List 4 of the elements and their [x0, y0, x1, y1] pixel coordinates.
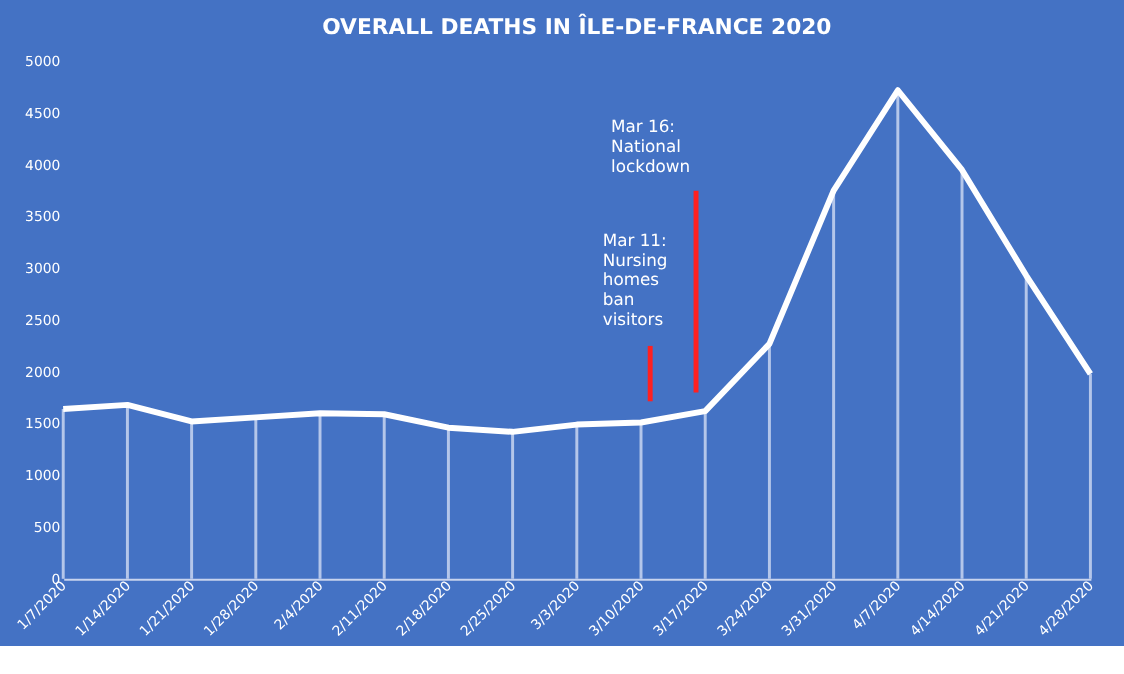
line-series: [60, 87, 1094, 435]
ref-line-label: Mar 11: Nursing homes ban visitors: [602, 229, 668, 329]
ref-line-label: Mar 16: National lockdown: [611, 116, 691, 176]
chart-title: OVERALL DEATHS IN ÎLE-DE-FRANCE 2020: [322, 11, 833, 40]
